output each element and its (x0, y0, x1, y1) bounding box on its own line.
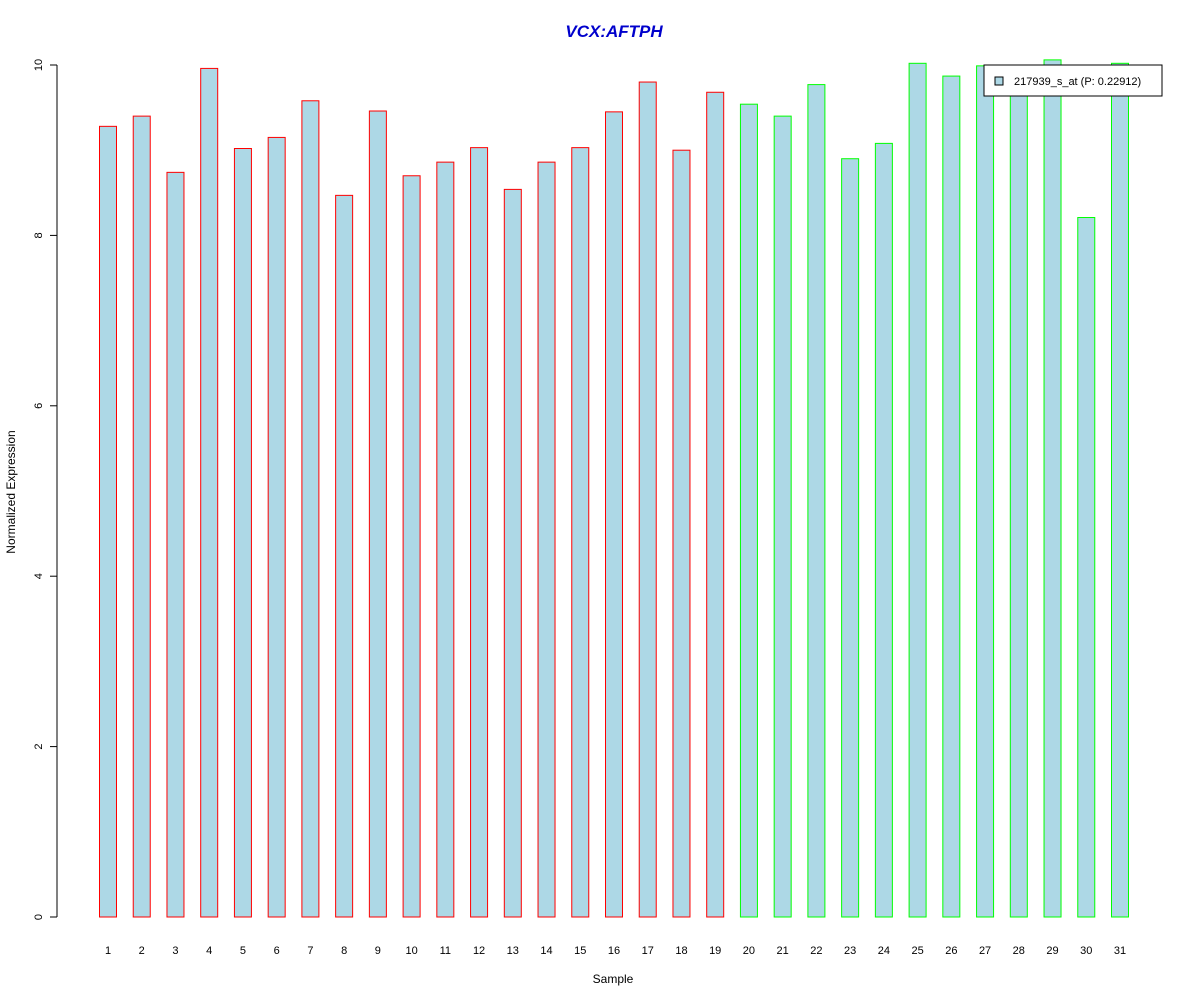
bar-sample-25 (908, 62, 927, 918)
x-tick-label: 1 (105, 945, 111, 957)
bar-sample-21 (773, 115, 792, 918)
y-tick-label: 0 (33, 914, 45, 920)
x-tick-label: 20 (743, 945, 755, 957)
bar-sample-30 (1077, 217, 1096, 918)
x-tick-label: 8 (341, 945, 347, 957)
bar-sample-17 (638, 81, 657, 918)
x-tick-label: 28 (1013, 945, 1025, 957)
legend-swatch (994, 76, 1004, 86)
chart-title: VCX:AFTPH (565, 22, 663, 41)
bar-sample-1 (99, 125, 117, 918)
y-tick-label: 8 (33, 232, 45, 238)
x-tick-label: 14 (540, 945, 552, 957)
bar-sample-20 (739, 103, 758, 918)
bar-sample-26 (942, 75, 961, 918)
legend-box (983, 64, 1163, 97)
x-tick-label: 15 (574, 945, 586, 957)
bar-sample-31 (1111, 62, 1129, 918)
y-tick-label: 4 (33, 573, 45, 579)
x-tick-label: 2 (139, 945, 145, 957)
bar-sample-7 (301, 100, 320, 918)
x-tick-label: 6 (274, 945, 280, 957)
x-tick-label: 30 (1080, 945, 1092, 957)
x-tick-label: 27 (979, 945, 991, 957)
x-tick-label: 29 (1046, 945, 1058, 957)
x-tick-label: 23 (844, 945, 856, 957)
bar-sample-29 (1043, 59, 1062, 918)
x-tick-label: 12 (473, 945, 485, 957)
x-tick-label: 26 (945, 945, 957, 957)
x-tick-label: 3 (172, 945, 178, 957)
bar-sample-28 (1009, 86, 1028, 918)
bar-sample-2 (132, 115, 151, 918)
x-tick-label: 18 (675, 945, 687, 957)
bar-sample-3 (166, 171, 185, 918)
x-tick-label: 13 (507, 945, 519, 957)
y-tick-label: 6 (33, 403, 45, 409)
bar-sample-4 (200, 67, 219, 918)
x-tick-label: 5 (240, 945, 246, 957)
bar-sample-12 (470, 147, 489, 918)
x-axis-title: Sample (593, 972, 634, 986)
x-tick-label: 31 (1114, 945, 1126, 957)
bar-sample-9 (368, 110, 387, 918)
bar-sample-5 (233, 148, 252, 918)
x-tick-label: 24 (878, 945, 890, 957)
bar-sample-27 (976, 65, 995, 918)
bar-sample-8 (335, 194, 354, 918)
bar-sample-22 (807, 84, 826, 918)
x-tick-label: 10 (405, 945, 417, 957)
legend-label: 217939_s_at (P: 0.22912) (1014, 76, 1141, 88)
x-tick-label: 4 (206, 945, 212, 957)
bars-group (99, 59, 1129, 918)
y-axis: 0 2 4 6 8 10 (33, 59, 58, 920)
y-tick-label: 2 (33, 744, 45, 750)
bar-sample-24 (874, 142, 893, 918)
bar-sample-13 (503, 188, 522, 918)
x-tick-label: 7 (307, 945, 313, 957)
x-tick-label: 11 (440, 945, 451, 957)
x-tick-label: 16 (608, 945, 620, 957)
bar-sample-14 (537, 161, 556, 918)
y-tick-label: 10 (33, 59, 45, 71)
bar-sample-16 (605, 111, 623, 918)
bar-sample-23 (841, 158, 860, 918)
x-tick-label: 9 (375, 945, 381, 957)
bar-sample-15 (571, 147, 590, 918)
legend: 217939_s_at (P: 0.22912) (983, 64, 1163, 97)
x-tick-label: 21 (777, 945, 789, 957)
bar-sample-10 (402, 175, 421, 918)
y-axis-title: Normalized Expression (4, 430, 18, 553)
x-tick-label: 19 (709, 945, 721, 957)
x-tick-label: 25 (911, 945, 923, 957)
bar-sample-19 (706, 91, 725, 918)
x-tick-label: 22 (810, 945, 822, 957)
x-tick-label: 17 (642, 945, 654, 957)
bar-sample-6 (267, 136, 286, 918)
bar-sample-18 (672, 149, 691, 918)
x-tick-labels: 1 2 3 4 5 6 7 8 9 10 11 12 13 14 15 16 17 18 19 20 21 22 23 24 2… (105, 945, 1126, 957)
bar-sample-11 (436, 161, 455, 918)
